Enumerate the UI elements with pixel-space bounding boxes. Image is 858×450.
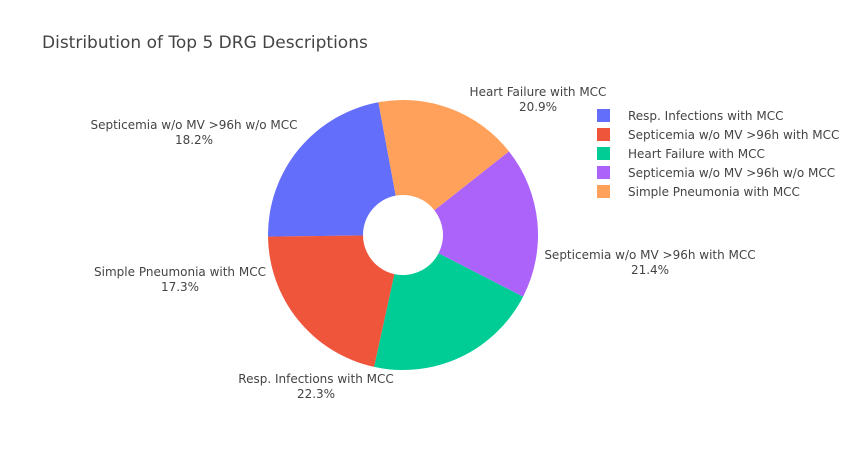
pie-slice-4[interactable]	[434, 151, 538, 297]
slice-label-1: Resp. Infections with MCC	[238, 372, 393, 386]
pie-slice-3[interactable]	[374, 253, 524, 370]
slice-percent-1: 22.3%	[297, 387, 335, 401]
legend-item-1[interactable]: Resp. Infections with MCC	[597, 106, 839, 125]
slice-percent-2: 21.4%	[631, 263, 669, 277]
legend-item-4[interactable]: Septicemia w/o MV >96h w/o MCC	[597, 163, 839, 182]
legend-swatch-4	[597, 166, 610, 179]
chart-title: Distribution of Top 5 DRG Descriptions	[42, 33, 368, 53]
slice-percent-4: 18.2%	[175, 133, 213, 147]
slice-percent-3: 20.9%	[519, 100, 557, 114]
pie-slice-5[interactable]	[378, 100, 509, 211]
slice-label-5: Simple Pneumonia with MCC	[94, 265, 266, 279]
legend-label-5: Simple Pneumonia with MCC	[628, 184, 800, 199]
legend: Resp. Infections with MCC Septicemia w/o …	[597, 106, 839, 201]
legend-swatch-3	[597, 147, 610, 160]
legend-swatch-1	[597, 109, 610, 122]
pie-slices	[268, 100, 538, 370]
legend-label-2: Septicemia w/o MV >96h with MCC	[628, 127, 840, 142]
legend-item-5[interactable]: Simple Pneumonia with MCC	[597, 182, 839, 201]
legend-item-3[interactable]: Heart Failure with MCC	[597, 144, 839, 163]
legend-label-1: Resp. Infections with MCC	[628, 108, 784, 123]
legend-item-2[interactable]: Septicemia w/o MV >96h with MCC	[597, 125, 839, 144]
legend-label-4: Septicemia w/o MV >96h w/o MCC	[628, 165, 836, 180]
slice-label-4: Septicemia w/o MV >96h w/o MCC	[90, 118, 297, 132]
pie-slice-1[interactable]	[268, 102, 396, 237]
slice-label-2: Septicemia w/o MV >96h with MCC	[544, 248, 755, 262]
legend-label-3: Heart Failure with MCC	[628, 146, 765, 161]
pie-slice-2[interactable]	[268, 235, 395, 367]
slice-label-3: Heart Failure with MCC	[470, 85, 607, 99]
legend-swatch-2	[597, 128, 610, 141]
legend-swatch-5	[597, 185, 610, 198]
slice-percent-5: 17.3%	[161, 280, 199, 294]
